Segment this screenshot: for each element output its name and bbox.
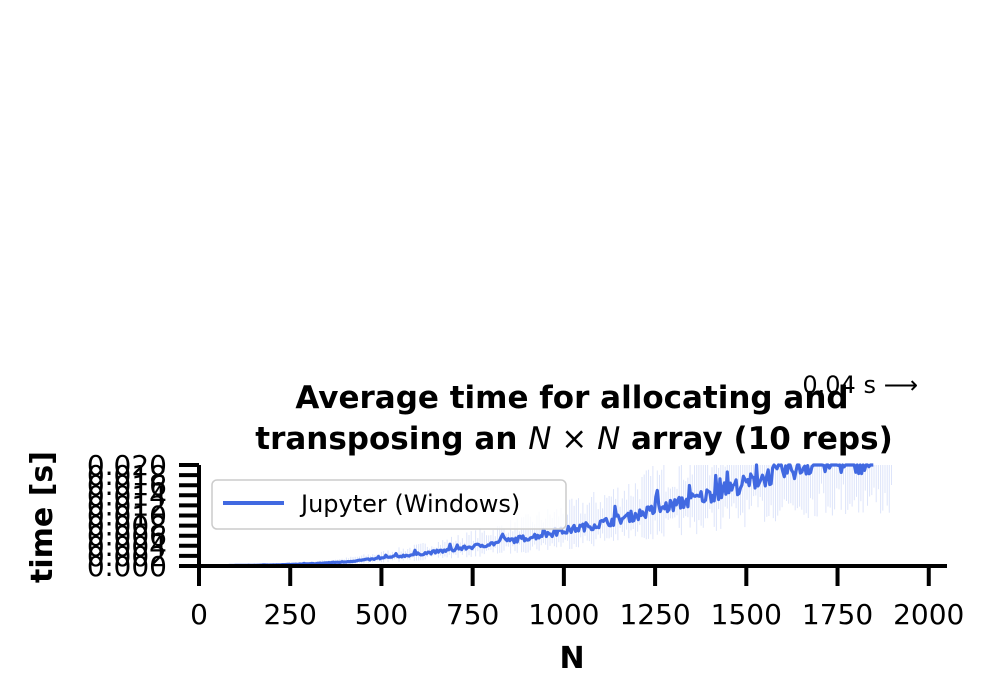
chart-title-prefix: transposing an [255, 421, 528, 457]
y-tick-label: 0.016 [87, 469, 167, 502]
chart-title-line1: Average time for allocating and [295, 380, 848, 416]
y-tick-label: 0.000 [87, 550, 167, 583]
x-tick-label: 1750 [802, 598, 873, 631]
y-tick-label: 0.010 [87, 500, 167, 533]
x-axis-label: N [559, 641, 584, 676]
legend: Jupyter (Windows) [211, 479, 567, 530]
series-lines [198, 463, 874, 568]
y-tick-label: 0.014 [87, 479, 167, 512]
x-tick-label: 250 [263, 598, 316, 631]
y-tick-label: 0.002 [87, 540, 167, 573]
x-tick-label: 500 [355, 598, 408, 631]
y-tick-label: 0.006 [87, 520, 167, 553]
cutoff-annotation: 0.04 s ⟶ [802, 371, 918, 399]
variance-band [205, 465, 892, 566]
x-tick-label: 2000 [893, 598, 964, 631]
x-tick-label: 0 [190, 598, 208, 631]
y-axis-label: time [s] [25, 451, 60, 583]
chart-title-suffix: array (10 reps) [620, 421, 892, 457]
x-axis-ticks: 0 250 500 750 1000 1250 1500 1750 2000 [190, 566, 964, 631]
y-tick-label: 0.008 [87, 510, 167, 543]
y-tick-label: 0.018 [87, 459, 167, 492]
y-tick-label: 0.020 [87, 449, 167, 482]
x-tick-label: 1500 [711, 598, 782, 631]
y-tick-label: 0.004 [87, 530, 167, 563]
x-tick-label: 750 [446, 598, 499, 631]
legend-label: Jupyter (Windows) [299, 490, 520, 518]
x-tick-label: 1250 [619, 598, 690, 631]
chart-title-line2: transposing an N × N array (10 reps) [255, 421, 893, 457]
y-tick-label: 0.012 [87, 489, 167, 522]
series-line-jupyter-windows [198, 463, 874, 568]
legend-box [211, 479, 567, 530]
x-tick-label: 1000 [528, 598, 599, 631]
chart-title-math: N × N [528, 421, 620, 457]
y-axis-ticks: 0.0000.0020.0040.0060.0080.0100.0120.014… [87, 449, 199, 583]
